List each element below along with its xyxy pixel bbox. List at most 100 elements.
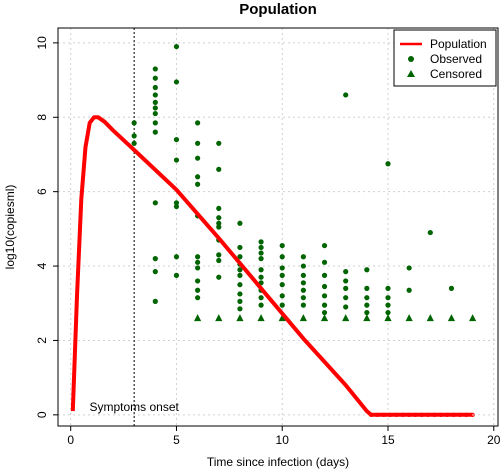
observed-point	[195, 155, 201, 161]
observed-point	[385, 295, 391, 301]
x-tick-label: 5	[173, 433, 180, 447]
censored-point	[320, 314, 329, 322]
observed-point	[321, 309, 328, 316]
observed-point	[237, 244, 243, 251]
x-axis-label: Time since infection (days)	[207, 455, 349, 469]
population-tail-marker	[445, 412, 450, 417]
population-tail-marker	[451, 412, 456, 417]
y-tick-label: 10	[35, 36, 49, 50]
observed-point	[237, 254, 243, 260]
observed-point	[195, 278, 201, 284]
observed-point	[237, 220, 243, 226]
population-tail-marker	[457, 412, 463, 417]
observed-point	[406, 265, 412, 271]
population-tail-marker	[470, 412, 475, 417]
observed-point	[364, 267, 370, 273]
observed-point	[364, 302, 370, 308]
population-tail-marker	[464, 412, 469, 417]
censored-point	[384, 314, 392, 322]
legend: Population Observed Censored	[393, 29, 497, 87]
y-tick-label: 4	[35, 262, 49, 269]
observed-point	[216, 205, 222, 212]
observed-point	[152, 298, 158, 304]
observed-point	[152, 92, 158, 98]
censored-point	[405, 314, 413, 322]
observed-point	[321, 272, 328, 278]
observed-point	[152, 75, 158, 81]
observed-point	[364, 295, 370, 301]
censored-point	[236, 314, 244, 322]
population-tail-marker	[381, 412, 386, 417]
observed-point	[343, 285, 349, 291]
observed-point	[343, 269, 349, 275]
censored-point	[342, 314, 350, 322]
observed-point	[216, 215, 222, 221]
y-tick-label: 0	[35, 411, 49, 418]
observed-point	[173, 136, 180, 143]
observed-point	[195, 259, 201, 265]
observed-point	[321, 283, 328, 290]
observed-point	[258, 239, 264, 245]
observed-point	[237, 282, 243, 288]
observed-point	[279, 242, 285, 249]
observed-point	[364, 285, 370, 291]
observed-point	[343, 278, 349, 284]
observed-point	[152, 66, 158, 72]
x-tick-label: 10	[276, 433, 290, 447]
observed-point	[173, 254, 180, 260]
observed-point	[321, 259, 328, 265]
censored-points	[194, 314, 477, 322]
observed-point	[216, 274, 222, 280]
censored-point	[447, 314, 456, 322]
observed-point	[131, 133, 137, 139]
censored-point	[194, 314, 202, 322]
observed-point	[173, 272, 180, 278]
observed-point	[195, 265, 201, 271]
population-tail-marker	[438, 412, 443, 417]
population-line	[70, 115, 473, 417]
observed-point	[427, 229, 433, 236]
observed-point	[173, 203, 180, 210]
population-tail-marker	[394, 412, 399, 417]
observed-point	[258, 295, 264, 301]
axis-ticks: 0 5 10 15 20 0 2 4 6 8 10	[35, 36, 500, 447]
observed-point	[152, 105, 158, 111]
observed-point	[173, 43, 180, 50]
observed-point	[385, 161, 391, 167]
observed-point	[173, 79, 180, 85]
observed-point	[216, 166, 222, 172]
observed-point	[152, 99, 158, 105]
observed-point	[258, 267, 264, 273]
observed-point	[152, 256, 158, 262]
population-tail-marker	[388, 412, 393, 417]
observed-point	[343, 304, 349, 310]
observed-point	[237, 298, 243, 304]
observed-point	[195, 120, 201, 126]
censored-point	[426, 314, 434, 322]
observed-point	[321, 293, 328, 299]
observed-point	[364, 309, 370, 316]
population-tail-marker	[407, 412, 412, 417]
observed-point	[237, 267, 243, 273]
observed-point	[216, 224, 222, 230]
observed-point	[300, 272, 306, 278]
observed-point	[279, 293, 285, 299]
observed-point	[152, 269, 158, 275]
observed-points	[131, 43, 455, 316]
observed-point	[279, 265, 285, 271]
observed-point	[300, 254, 306, 260]
observed-point	[195, 254, 201, 260]
observed-point	[321, 242, 328, 249]
observed-point	[173, 157, 180, 163]
population-tail-marker	[419, 412, 424, 417]
observed-point	[279, 272, 285, 278]
observed-point	[195, 295, 201, 301]
observed-point	[385, 309, 391, 316]
observed-point	[195, 181, 201, 187]
observed-point	[195, 140, 201, 146]
observed-point	[385, 285, 391, 291]
symptoms-onset-label: Symptoms onset	[89, 400, 179, 414]
population-tail-marker	[432, 412, 437, 417]
y-tick-label: 8	[35, 114, 49, 121]
